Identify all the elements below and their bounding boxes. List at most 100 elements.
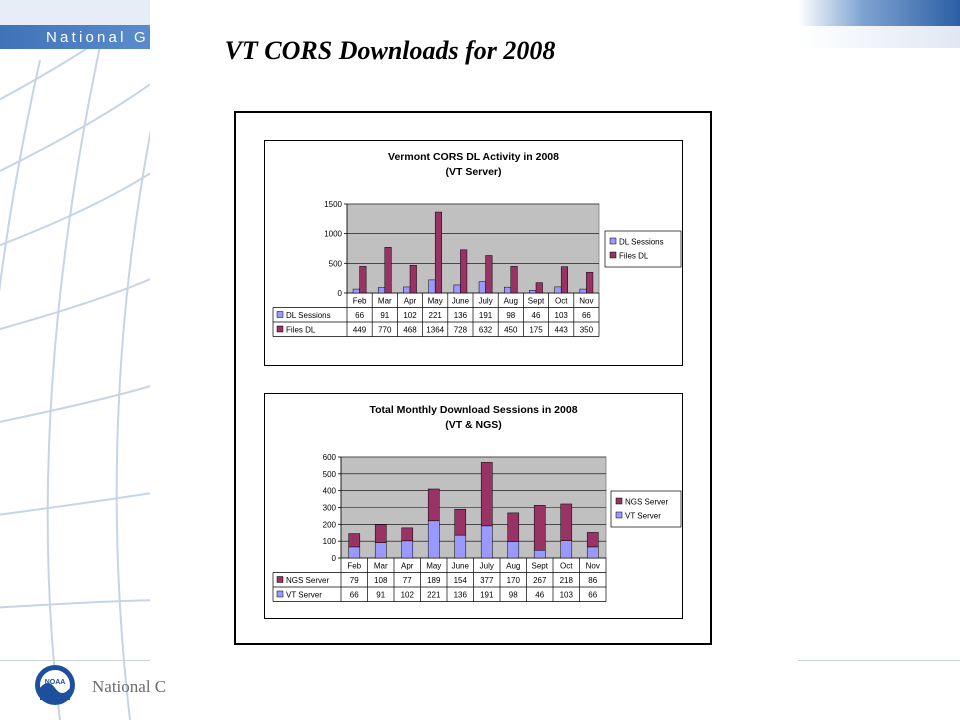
chart-2-bar (374, 542, 387, 559)
chart-1-data-cell: 191 (479, 311, 493, 320)
chart-2-bar (348, 546, 361, 559)
chart-2-bar (454, 508, 467, 536)
chart-2-xtick-label: Nov (586, 562, 600, 571)
chart-2-ytick-label: 400 (323, 487, 337, 496)
chart-2-data-cell: 79 (350, 576, 359, 585)
chart-2-bar (374, 524, 387, 543)
chart-1-ytick-label: 500 (329, 259, 343, 268)
chart-2-xtick-label: July (480, 562, 494, 571)
chart-1-title: Vermont CORS DL Activity in 2008 (388, 151, 559, 163)
chart-1-data-cell: 449 (353, 326, 367, 335)
chart-2-bar (427, 488, 440, 522)
noaa-logo-text: NOAA (45, 679, 66, 686)
chart-2-table-row-label: NGS Server (286, 576, 329, 585)
chart-2-data-cell: 377 (480, 576, 494, 585)
chart-2-data-cell: 86 (588, 576, 597, 585)
chart-1-data-cell: 175 (529, 326, 543, 335)
chart-2-bar (533, 505, 546, 551)
header-org-name-fragment: National G (46, 29, 149, 46)
chart-2-bar (348, 533, 361, 548)
chart-1-data-cell: 450 (504, 326, 518, 335)
chart-2-xtick-label: May (426, 562, 441, 571)
chart-1-bar (434, 211, 443, 294)
chart-1-bar (535, 282, 543, 294)
chart-2-legend (610, 490, 682, 528)
chart-2-data-cell: 108 (374, 576, 388, 585)
chart-1-bar (453, 284, 461, 294)
chart-2-subtitle: (VT & NGS) (445, 419, 502, 431)
chart-1-data-cell: 66 (355, 311, 364, 320)
chart-1-data-cell: 98 (506, 311, 515, 320)
chart-2-data-cell: 77 (403, 576, 412, 585)
chart-1-bar (460, 249, 468, 294)
chart-2-xtick-label: Oct (560, 562, 573, 571)
chart-1-bar (485, 255, 493, 294)
chart-1-xtick-label: June (452, 297, 470, 306)
chart-2-data-cell: 102 (401, 591, 415, 600)
chart-1-bar (403, 286, 411, 294)
chart-1-bar (586, 271, 594, 294)
footer-divider (0, 660, 150, 661)
slide-title: VT CORS Downloads for 2008 (224, 36, 556, 65)
chart-1-data-cell: 66 (582, 311, 591, 320)
chart-2-bar (560, 503, 573, 541)
chart-1-data-cell: 221 (429, 311, 443, 320)
footer-org-name-fragment: National C (92, 677, 167, 696)
chart-2-xtick-label: June (452, 562, 470, 571)
chart-1-ytick-label: 1000 (324, 230, 342, 239)
chart-2-data-cell: 154 (454, 576, 468, 585)
chart-1-xtick-label: Mar (378, 297, 392, 306)
chart-1-data-cell: 103 (555, 311, 569, 320)
chart-1-table-row-label: Files DL (286, 326, 316, 335)
chart-2-table-key (276, 576, 284, 583)
chart-1-data-cell: 102 (403, 311, 417, 320)
chart-1-bar (409, 264, 417, 294)
chart-1-legend-key (609, 251, 617, 259)
chart-2-bar (427, 520, 440, 559)
chart-1-ytick-label: 0 (338, 289, 343, 298)
chart-1-ytick-label: 1500 (324, 200, 342, 209)
chart-1-xtick-label: Sept (528, 297, 545, 306)
chart-2-legend-label: NGS Server (625, 498, 668, 507)
chart-1-data-cell: 728 (454, 326, 468, 335)
chart-1-subtitle: (VT Server) (445, 166, 502, 178)
chart-1-data-cell: 770 (378, 326, 392, 335)
chart-2-table-key (276, 590, 284, 598)
chart-1-xtick-label: Feb (353, 297, 367, 306)
chart-2-table-row-label: VT Server (286, 591, 322, 600)
chart-2-bar (533, 550, 546, 559)
chart-1-plot: 0 500 1000 1500 Feb Mar Apr May June July Aug Sept O… (272, 200, 682, 337)
chart-2-plot: 0 100 200 300 400 500 600 Feb Mar Apr May June July A… (272, 453, 682, 602)
chart-1-data-cell: 443 (555, 326, 569, 335)
chart-2-container: Total Monthly Download Sessions in 2008 … (264, 393, 683, 619)
chart-2-bar (507, 512, 520, 542)
chart-2-ytick-label: 500 (323, 470, 337, 479)
chart-2-data-cell: 98 (509, 591, 518, 600)
chart-1-bar (377, 287, 386, 294)
chart-1-legend-label: DL Sessions (619, 238, 664, 247)
chart-1-xtick-label: May (428, 297, 443, 306)
chart-2-data-cell: 46 (535, 591, 544, 600)
chart-2-ytick-label: 100 (323, 537, 337, 546)
chart-2-xtick-label: Apr (401, 562, 414, 571)
chart-1-xtick-label: Aug (504, 297, 518, 306)
chart-1-bar (554, 286, 562, 294)
chart-2-xtick-label: Mar (374, 562, 388, 571)
chart-2-bar (454, 534, 467, 559)
chart-2-bar (507, 541, 520, 559)
chart-2-bar (586, 546, 599, 559)
chart-2-data-cell: 221 (427, 591, 441, 600)
chart-2-data-cell: 170 (507, 576, 521, 585)
chart-2-title: Total Monthly Download Sessions in 2008 (369, 404, 578, 416)
chart-1-bar (503, 286, 512, 294)
chart-1-bar (359, 266, 367, 294)
noaa-logo: NOAA (35, 665, 75, 705)
footer-divider-right (798, 660, 960, 661)
chart-2-bar (480, 525, 493, 559)
chart-1-bar (384, 247, 392, 294)
chart-2-ytick-label: 0 (332, 554, 337, 563)
chart-2-ytick-label: 600 (323, 453, 337, 462)
chart-2-data-cell: 267 (533, 576, 547, 585)
background-globe-decoration (0, 0, 150, 720)
chart-1-bar (560, 266, 569, 294)
